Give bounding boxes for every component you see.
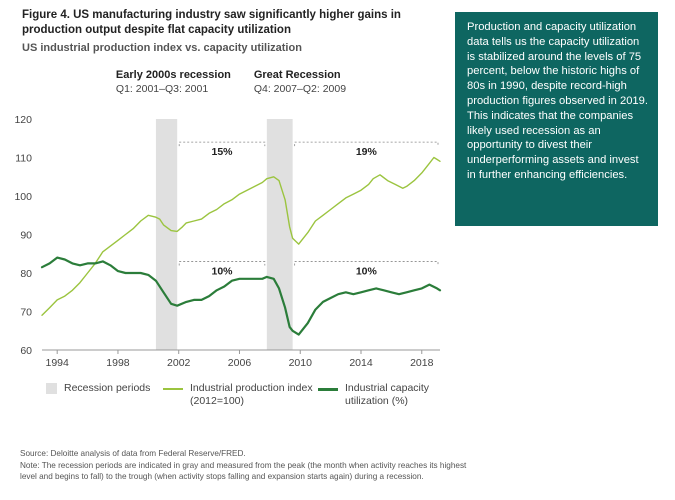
recession-labels: Early 2000s recession Q1: 2001–Q3: 2001 Gr… <box>116 69 346 95</box>
x-tick-label: 2010 <box>289 357 313 369</box>
legend-production: Industrial production index (2012=100) <box>163 382 313 408</box>
x-tick-label: 2006 <box>228 357 252 369</box>
legend-recession: Recession periods <box>46 382 150 395</box>
insight-callout: Production and capacity utilization data… <box>455 12 658 226</box>
legend-swatch-production <box>163 388 183 390</box>
capacity-utilization-line <box>40 256 442 336</box>
legend-swatch-recession <box>46 383 57 394</box>
x-tick-label: 2002 <box>167 357 191 369</box>
callout-text: Production and capacity utilization data… <box>467 21 648 181</box>
chart-subtitle: US industrial production index vs. capac… <box>22 42 302 54</box>
growth-label: 10% <box>212 265 234 277</box>
recession-period: Q4: 2007–Q2: 2009 <box>254 83 346 95</box>
x-axis: 1994 1998 2002 2006 2010 2014 2018 <box>42 349 440 369</box>
growth-label: 10% <box>356 265 378 277</box>
growth-label: 19% <box>356 146 378 158</box>
y-axis: 60 70 80 90 100 110 120 <box>14 114 32 357</box>
legend-label-production: Industrial production index (2012=100) <box>190 382 313 408</box>
y-tick-label: 90 <box>20 230 32 242</box>
recession-layer <box>155 119 293 350</box>
recession-band <box>155 119 178 350</box>
recession-name: Great Recession <box>254 69 341 81</box>
methodology-note-line2: level and begins to fall) to the trough … <box>20 472 424 481</box>
y-tick-label: 110 <box>15 153 32 165</box>
production-index-line <box>41 156 441 316</box>
x-tick-label: 2014 <box>349 357 373 369</box>
annotation-layer: 15% 19% 10% 10% <box>178 141 439 277</box>
y-tick-label: 120 <box>14 114 32 126</box>
legend-swatch-capacity <box>318 388 338 391</box>
x-tick-label: 1998 <box>106 357 130 369</box>
y-tick-label: 80 <box>20 268 32 280</box>
y-tick-label: 100 <box>14 191 32 203</box>
series-layer <box>40 156 442 336</box>
footer: Source: Deloitte analysis of data from F… <box>20 448 660 483</box>
legend-production-line1: Industrial production index <box>190 382 313 394</box>
source-note: Source: Deloitte analysis of data from F… <box>20 449 246 458</box>
line-chart: Early 2000s recession Q1: 2001–Q3: 2001 Gr… <box>14 69 442 369</box>
legend-capacity-line2: utilization (%) <box>345 395 409 407</box>
y-tick-label: 60 <box>20 345 32 357</box>
legend-capacity: Industrial capacity utilization (%) <box>318 382 429 408</box>
x-tick-label: 1994 <box>46 357 70 369</box>
recession-period: Q1: 2001–Q3: 2001 <box>116 83 208 95</box>
legend-label-capacity: Industrial capacity utilization (%) <box>345 382 429 408</box>
growth-bracket <box>294 261 439 266</box>
recession-name: Early 2000s recession <box>116 69 231 81</box>
legend-capacity-line1: Industrial capacity <box>345 382 430 394</box>
methodology-note-line1: Note: The recession periods are indicate… <box>20 460 467 470</box>
legend-production-line2: (2012=100) <box>190 395 245 407</box>
recession-band <box>266 119 293 350</box>
growth-bracket <box>294 141 439 147</box>
chart-title: Figure 4. US manufacturing industry saw … <box>22 9 401 36</box>
growth-bracket <box>178 141 266 147</box>
growth-bracket <box>178 261 266 266</box>
legend: Recession periods Industrial production … <box>0 378 675 418</box>
growth-label: 15% <box>212 146 234 158</box>
x-tick-label: 2018 <box>410 357 434 369</box>
legend-label-recession: Recession periods <box>64 382 151 394</box>
y-tick-label: 70 <box>20 307 32 319</box>
